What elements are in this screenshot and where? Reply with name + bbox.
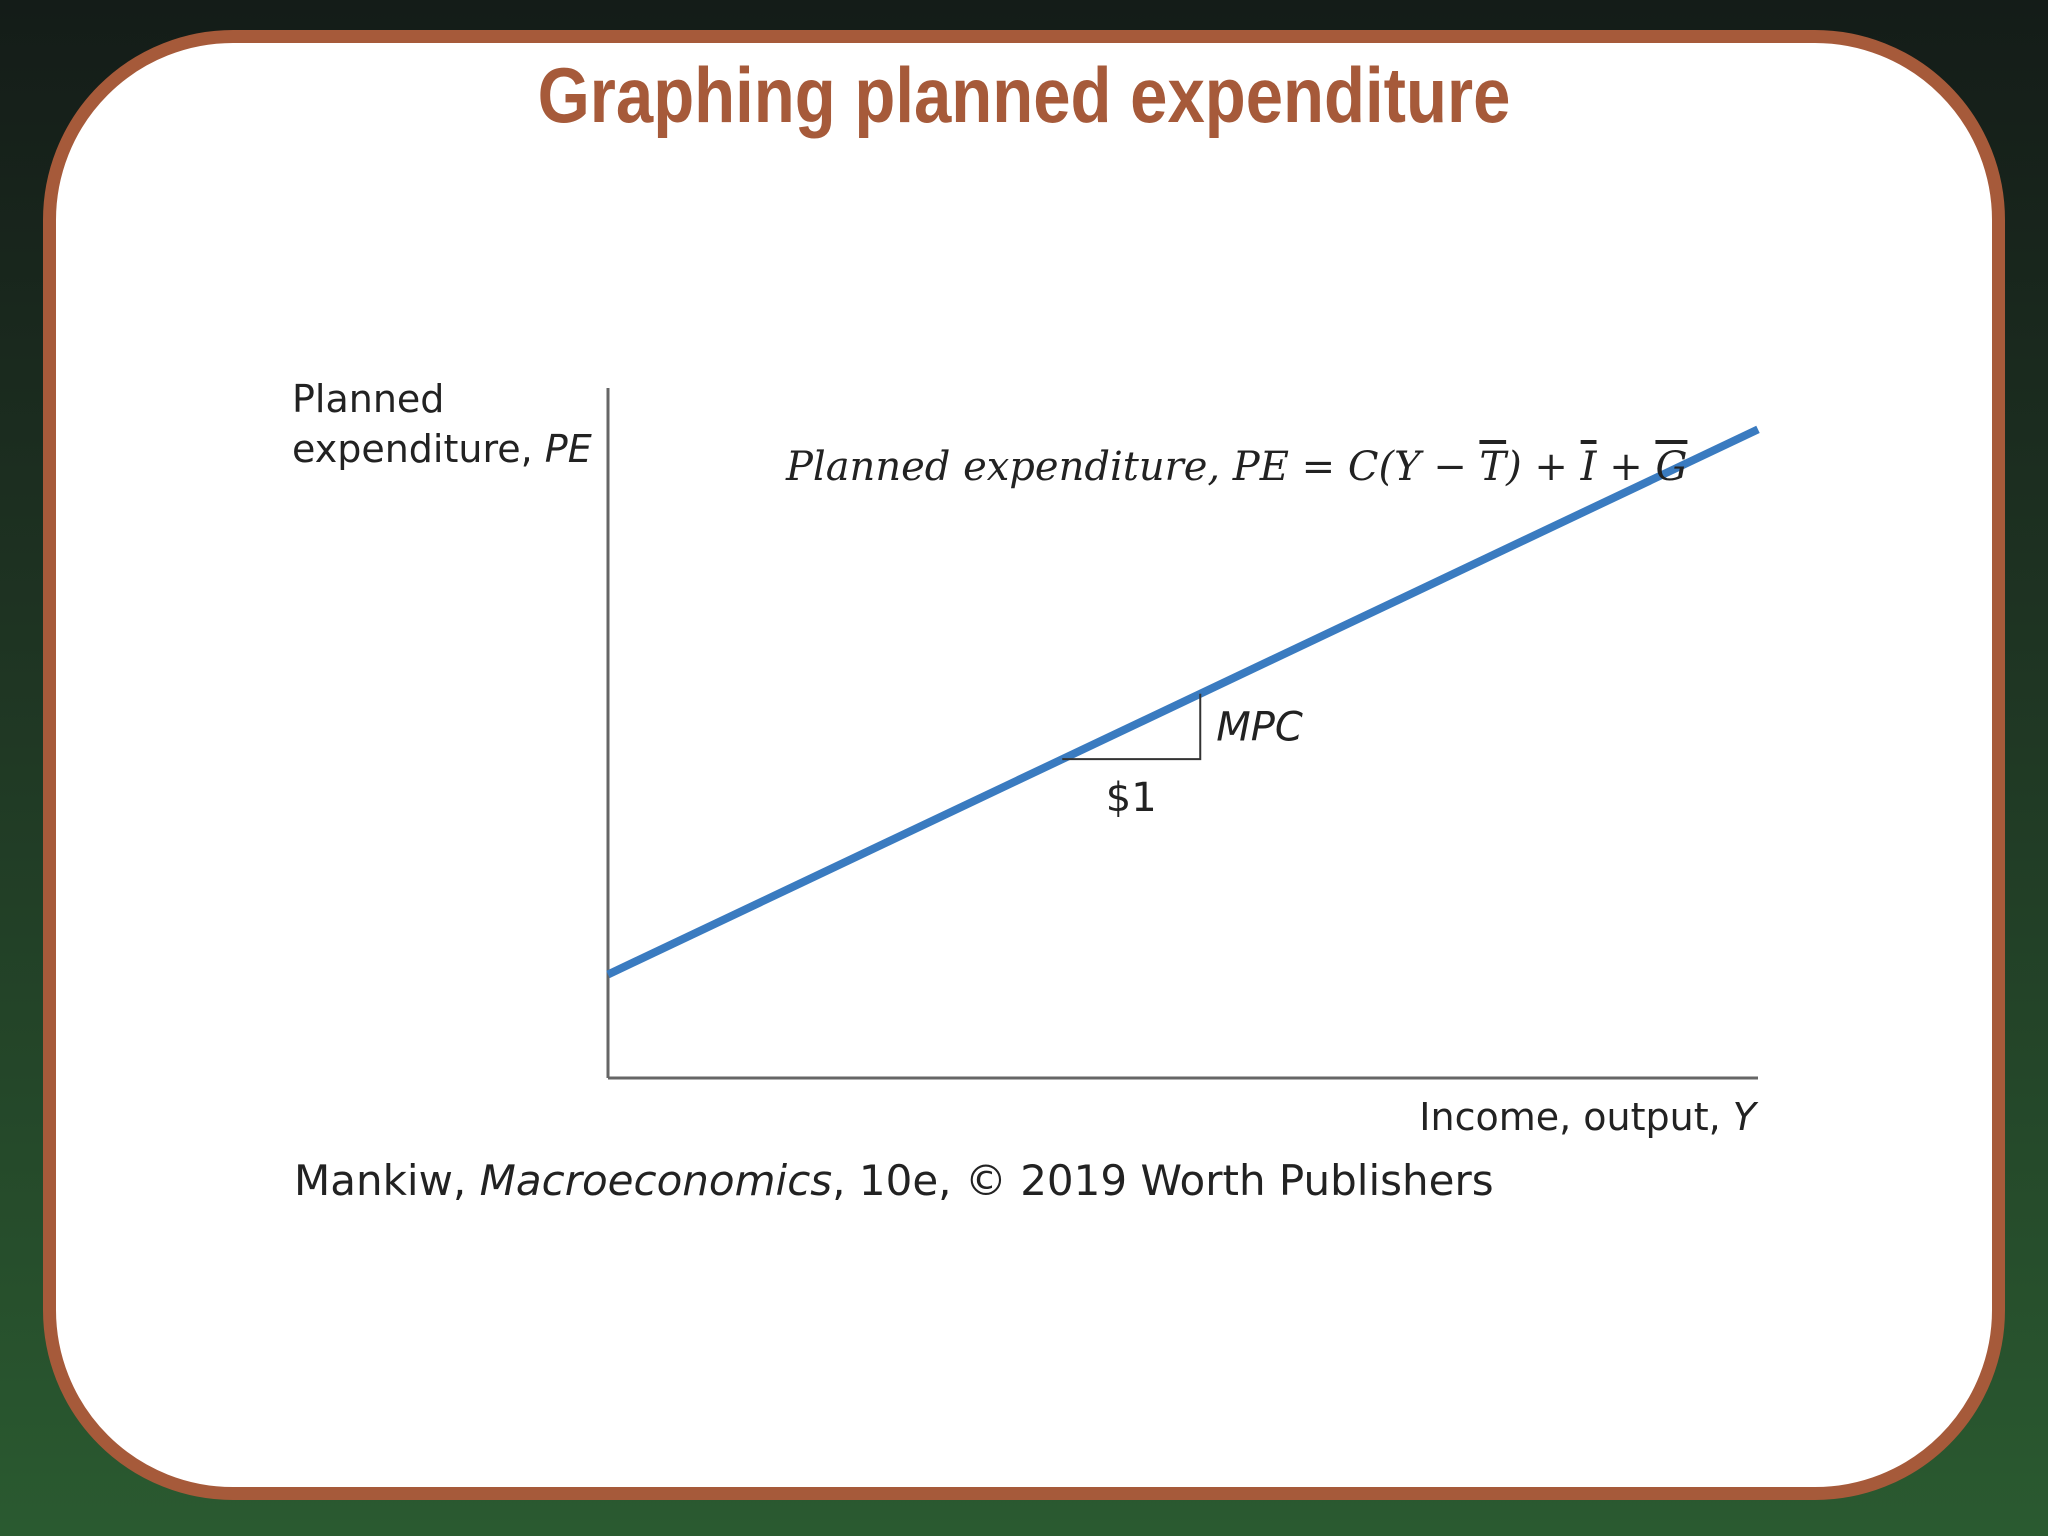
y-axis-label-var: PE <box>545 427 592 471</box>
source-note: Mankiw, Macroeconomics, 10e, © 2019 Wort… <box>294 1156 1494 1205</box>
slope-run-label: $1 <box>1106 775 1157 821</box>
y-axis-label-line1: Planned <box>292 377 444 421</box>
equation-t-bar: T <box>1479 444 1509 490</box>
slope-triangle <box>1062 693 1202 761</box>
source-rest: , 10e, © 2019 Worth Publishers <box>832 1156 1494 1205</box>
series-label-equation: Planned expenditure, PE = C(Y − T) + I +… <box>785 444 1687 490</box>
slope-rise-label: MPC <box>1216 704 1303 750</box>
x-axis-label-text: Income, output, <box>1419 1095 1732 1139</box>
pe-series-line <box>606 425 1760 979</box>
source-book: Macroeconomics <box>479 1156 833 1205</box>
equation-mid2: + <box>1596 444 1655 490</box>
y-axis-label-line2: expenditure, PE <box>292 427 592 471</box>
equation-g-bar: G <box>1655 444 1687 490</box>
equation-mid1: ) + <box>1505 444 1581 490</box>
x-axis-label-var: Y <box>1733 1095 1759 1139</box>
equation-i-bar: I <box>1580 444 1598 490</box>
y-axis-label-text: expenditure, <box>292 427 545 471</box>
x-axis-label: Income, output, Y <box>1419 1095 1758 1139</box>
source-author: Mankiw, <box>294 1156 480 1205</box>
equation-lead: Planned expenditure, PE = C(Y − <box>785 444 1479 490</box>
slide-title: Graphing planned expenditure <box>537 51 1511 139</box>
slide-card <box>43 30 2005 1500</box>
